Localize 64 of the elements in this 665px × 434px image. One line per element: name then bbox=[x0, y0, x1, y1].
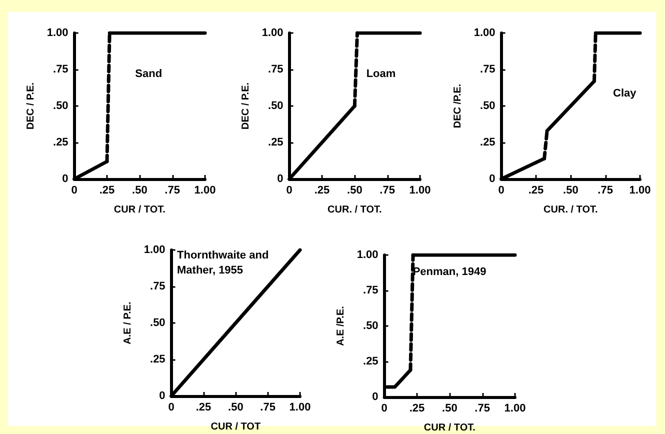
x-tick-label: 1.00 bbox=[629, 184, 651, 196]
x-tick-label: 0 bbox=[168, 402, 174, 414]
y-tick-label: 1.00 bbox=[46, 27, 68, 39]
y-tick-label: .25 bbox=[363, 356, 378, 368]
annotation: Clay bbox=[613, 88, 638, 100]
x-tick-label: .25 bbox=[196, 402, 212, 414]
y-tick-label: .75 bbox=[268, 64, 284, 76]
y-tick-label: .50 bbox=[150, 317, 166, 329]
x-tick-label: 1.00 bbox=[409, 184, 431, 196]
y-tick-label: .75 bbox=[363, 284, 378, 296]
annotation: Penman, 1949 bbox=[412, 266, 486, 278]
y-tick-label: 0 bbox=[62, 173, 68, 185]
y-axis-title: A.E /P.E. bbox=[336, 306, 346, 346]
x-tick-label: .25 bbox=[314, 184, 330, 196]
x-tick-label: 0 bbox=[71, 184, 78, 196]
y-tick-label: 0 bbox=[489, 173, 496, 185]
y-axis-title: DEC / P.E. bbox=[26, 82, 36, 130]
x-axis-title: CUR / TOT. bbox=[114, 204, 166, 216]
y-tick-label: 1.00 bbox=[356, 249, 378, 261]
y-tick-label: .75 bbox=[480, 64, 496, 76]
y-axis-title: DEC /P.E. bbox=[452, 84, 464, 128]
annotation: Sand bbox=[135, 68, 162, 80]
y-axis-title: DEC / P.E. bbox=[240, 82, 252, 130]
y-tick-label: 0 bbox=[372, 391, 378, 403]
y-tick-label: 1.00 bbox=[474, 27, 496, 39]
y-tick-label: .25 bbox=[150, 354, 166, 366]
annotation: Loam bbox=[366, 68, 396, 80]
x-tick-label: .75 bbox=[380, 184, 395, 196]
y-tick-label: .50 bbox=[268, 100, 284, 112]
x-tick-label: .25 bbox=[528, 184, 544, 196]
x-axis-title: CUR / TOT bbox=[210, 422, 261, 432]
x-tick-label: 0 bbox=[286, 184, 292, 196]
x-tick-label: .50 bbox=[442, 402, 458, 414]
y-tick-label: 0 bbox=[159, 390, 166, 402]
y-tick-label: .75 bbox=[150, 280, 166, 292]
y-tick-label: .25 bbox=[53, 136, 68, 148]
y-tick-label: .25 bbox=[268, 136, 284, 148]
x-tick-label: .50 bbox=[132, 184, 148, 196]
x-tick-label: 1.00 bbox=[289, 402, 311, 414]
x-tick-label: .50 bbox=[563, 184, 578, 196]
x-tick-label: 0 bbox=[381, 402, 388, 414]
x-tick-label: .75 bbox=[598, 184, 613, 196]
x-tick-label: .25 bbox=[409, 402, 425, 414]
y-tick-label: .75 bbox=[53, 64, 68, 76]
y-tick-label: 0 bbox=[277, 173, 284, 185]
y-tick-label: .50 bbox=[53, 100, 68, 112]
x-tick-label: 0 bbox=[498, 184, 504, 196]
x-tick-label: 1.00 bbox=[194, 184, 216, 196]
y-tick-label: .50 bbox=[480, 100, 496, 112]
x-tick-label: .50 bbox=[347, 184, 362, 196]
annotation: Thornthwaite and Mather, 1955 bbox=[177, 249, 269, 276]
y-axis-title: A.E / P.E. bbox=[122, 301, 134, 344]
x-tick-label: .75 bbox=[164, 184, 180, 196]
x-tick-label: .50 bbox=[228, 402, 244, 414]
x-axis-title: CUR. / TOT. bbox=[544, 204, 598, 216]
y-tick-label: .25 bbox=[480, 136, 496, 148]
x-tick-label: .75 bbox=[260, 402, 276, 414]
x-axis-title: CUR / TOT. bbox=[424, 422, 476, 434]
x-tick-label: 1.00 bbox=[504, 402, 526, 414]
x-axis-title: CUR. / TOT. bbox=[328, 204, 382, 216]
y-tick-label: .50 bbox=[363, 320, 378, 332]
y-tick-label: 1.00 bbox=[262, 27, 284, 39]
y-tick-label: 1.00 bbox=[144, 244, 166, 256]
x-tick-label: .25 bbox=[99, 184, 115, 196]
